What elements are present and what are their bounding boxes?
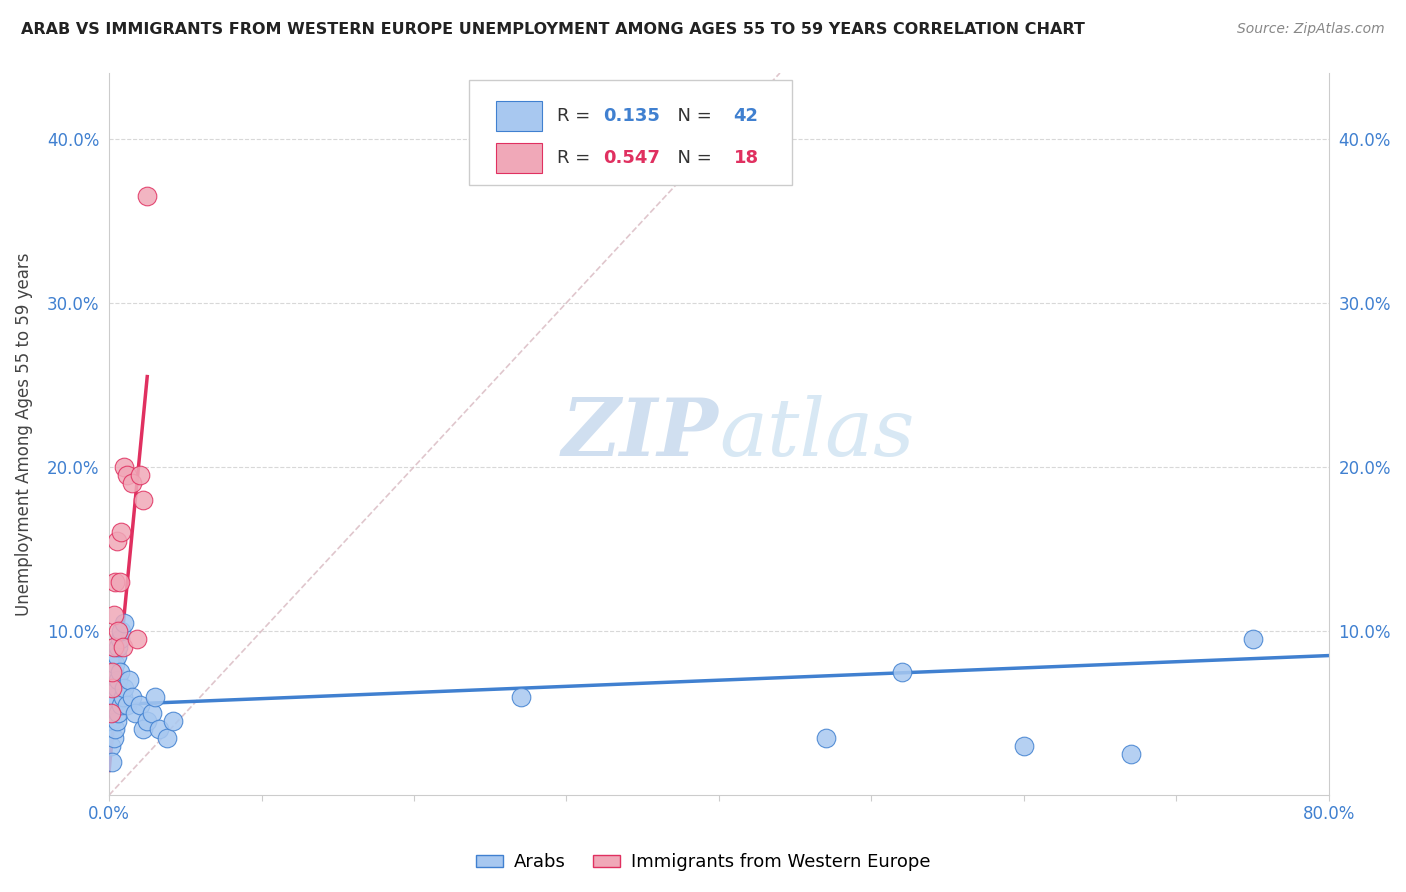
Text: N =: N = [666,107,718,125]
Point [101,756,124,770]
Bar [496,143,543,173]
Bar [496,101,543,131]
Point [101,690,124,704]
Text: 0.135: 0.135 [603,107,659,125]
Point [1119,747,1142,761]
Point [110,525,132,540]
Text: 0.547: 0.547 [603,149,659,167]
Point [1012,739,1035,753]
Point [112,615,135,630]
Point [108,632,131,647]
Text: 18: 18 [734,149,759,167]
Point [141,706,163,720]
Text: N =: N = [666,149,718,167]
Point [103,640,125,655]
Point [105,533,128,548]
Point [814,731,837,745]
Point [890,665,912,679]
Text: atlas: atlas [718,395,914,473]
Point [104,723,127,737]
Point [136,714,159,729]
Y-axis label: Unemployment Among Ages 55 to 59 years: Unemployment Among Ages 55 to 59 years [15,252,32,615]
Point [103,607,125,622]
FancyBboxPatch shape [470,80,792,185]
Point [111,640,134,655]
Point [100,706,122,720]
Point [107,706,129,720]
Point [112,681,135,696]
Point [104,690,127,704]
Point [148,723,170,737]
Point [100,706,122,720]
Point [509,690,531,704]
Point [128,468,150,483]
Point [107,673,129,688]
Text: 42: 42 [734,107,759,125]
Point [136,189,159,203]
Point [105,681,128,696]
Point [125,632,148,647]
Point [103,698,125,712]
Point [103,731,125,745]
Point [107,624,129,638]
Point [143,690,166,704]
Text: ARAB VS IMMIGRANTS FROM WESTERN EUROPE UNEMPLOYMENT AMONG AGES 55 TO 59 YEARS CO: ARAB VS IMMIGRANTS FROM WESTERN EUROPE U… [21,22,1085,37]
Point [101,714,124,729]
Point [100,739,122,753]
Point [118,673,141,688]
Point [1241,632,1264,647]
Point [131,492,153,507]
Text: R =: R = [557,107,596,125]
Point [117,698,139,712]
Legend: Arabs, Immigrants from Western Europe: Arabs, Immigrants from Western Europe [468,847,938,879]
Point [112,459,135,474]
Point [104,574,127,589]
Point [156,731,179,745]
Text: Source: ZipAtlas.com: Source: ZipAtlas.com [1237,22,1385,37]
Point [117,468,139,483]
Point [124,706,146,720]
Text: R =: R = [557,149,596,167]
Point [101,665,124,679]
Point [103,665,125,679]
Point [111,690,134,704]
Point [101,681,124,696]
Point [108,665,131,679]
Point [107,640,129,655]
Text: ZIP: ZIP [562,395,718,473]
Point [121,476,143,491]
Point [162,714,184,729]
Point [108,574,131,589]
Point [105,714,128,729]
Point [121,690,143,704]
Point [110,698,132,712]
Point [110,624,132,638]
Point [104,657,127,671]
Point [128,698,150,712]
Point [105,648,128,663]
Point [131,723,153,737]
